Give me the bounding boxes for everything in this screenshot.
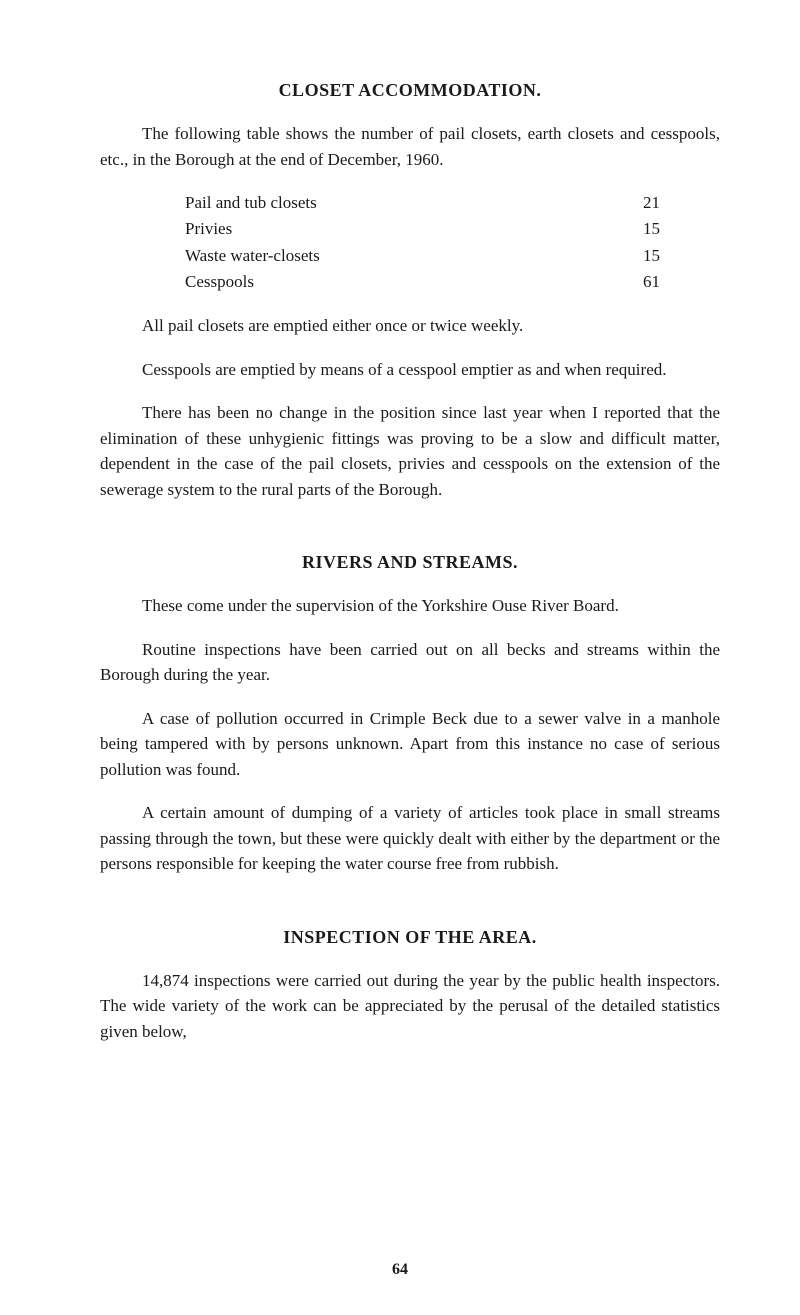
- table-row: Cesspools 61: [185, 269, 660, 295]
- rivers-p4: A certain amount of dumping of a variety…: [100, 800, 720, 877]
- table-row: Waste water-closets 15: [185, 243, 660, 269]
- rivers-p3: A case of pollution occurred in Crimple …: [100, 706, 720, 783]
- table-row: Pail and tub closets 21: [185, 190, 660, 216]
- closet-p2: Cesspools are emptied by means of a cess…: [100, 357, 720, 383]
- table-value: 15: [620, 243, 660, 269]
- table-row: Privies 15: [185, 216, 660, 242]
- closet-accommodation-heading: CLOSET ACCOMMODATION.: [100, 80, 720, 101]
- table-value: 15: [620, 216, 660, 242]
- table-label: Cesspools: [185, 269, 254, 295]
- rivers-p1: These come under the supervision of the …: [100, 593, 720, 619]
- rivers-heading: RIVERS AND STREAMS.: [100, 552, 720, 573]
- closet-p1: All pail closets are emptied either once…: [100, 313, 720, 339]
- page-number: 64: [0, 1261, 800, 1279]
- closet-intro-paragraph: The following table shows the number of …: [100, 121, 720, 172]
- inspection-heading: INSPECTION OF THE AREA.: [100, 927, 720, 948]
- closet-p3: There has been no change in the position…: [100, 400, 720, 502]
- table-label: Pail and tub closets: [185, 190, 317, 216]
- rivers-p2: Routine inspections have been carried ou…: [100, 637, 720, 688]
- table-value: 61: [620, 269, 660, 295]
- table-label: Waste water-closets: [185, 243, 320, 269]
- table-value: 21: [620, 190, 660, 216]
- closet-table: Pail and tub closets 21 Privies 15 Waste…: [100, 190, 720, 295]
- inspection-p1: 14,874 inspections were carried out duri…: [100, 968, 720, 1045]
- table-label: Privies: [185, 216, 232, 242]
